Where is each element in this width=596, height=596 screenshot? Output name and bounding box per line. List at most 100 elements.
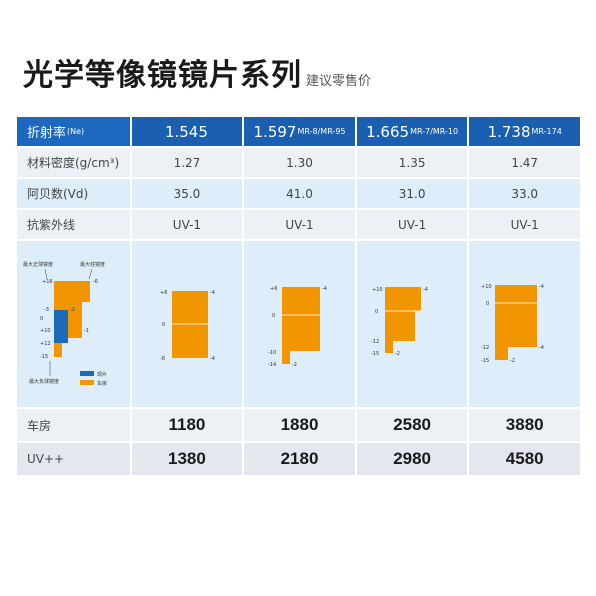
tick-top-right: -4 (539, 284, 544, 290)
tick: -1 (84, 328, 89, 334)
uv-row: 抗紫外线 UV-1 UV-1 UV-1 UV-1 (17, 210, 580, 239)
tick-bottom: -15 (371, 351, 379, 357)
cell: 31.0 (356, 179, 468, 208)
pointer-line (88, 268, 93, 280)
legend-panel: 最大正球镜度 最大柱镜度 +16 -6 -3 -2 +10 -1 +12 -15… (17, 241, 130, 407)
tick-top-right: -4 (210, 290, 215, 296)
legend-label-rx: 车房 (97, 380, 107, 387)
tick-low: -12 (371, 339, 379, 345)
header-sub: MR-7/MR-10 (410, 127, 459, 136)
range-chart-row: 最大正球镜度 最大柱镜度 +16 -6 -3 -2 +10 -1 +12 -15… (17, 241, 580, 407)
tick-top-right: -4 (423, 287, 428, 293)
spec-table: 折射率 (Ne) 1.545 1.597 MR-8/MR-95 1.665 MR-7/… (17, 117, 580, 477)
legend-swatch-rx (80, 380, 94, 385)
tick-low-right: -4 (539, 345, 544, 351)
tick-bottom: -8 (160, 356, 165, 362)
header-col-3: 1.665 MR-7/MR-10 (356, 117, 468, 146)
header-col-2: 1.597 MR-8/MR-95 (244, 117, 355, 146)
range-bar-lower (282, 351, 291, 364)
cell: UV-1 (244, 210, 355, 239)
tick-zero: 0 (375, 309, 378, 315)
price-cell: 1880 (244, 409, 355, 441)
legend-swatch-stock (80, 371, 94, 376)
row-label: 车房 (17, 409, 130, 441)
pointer-line (44, 268, 48, 280)
cell: UV-1 (131, 210, 243, 239)
header-label: 折射率 (Ne) (17, 117, 130, 146)
legend-diagram: 最大正球镜度 最大柱镜度 +16 -6 -3 -2 +10 -1 +12 -15… (23, 261, 107, 387)
price-row-uv: UV++ 1380 2180 2980 4580 (17, 443, 580, 475)
tick-bottom-right: -2 (292, 362, 297, 368)
tick-zero: 0 (272, 313, 275, 319)
page-title: 光学等像镜镜片系列 (23, 58, 302, 93)
tick-zero: 0 (162, 322, 165, 328)
cell: UV-1 (356, 210, 468, 239)
tick-bottom-right: -4 (210, 356, 215, 362)
cell: 1.35 (356, 148, 468, 177)
range-chart-svg: +6 -4 0 -8 -4 (160, 290, 215, 362)
header-col-1: 1.545 (131, 117, 243, 146)
tick-top: +10 (372, 287, 383, 293)
header-value: 1.665 (366, 122, 410, 141)
price-cell: 2180 (244, 443, 355, 475)
tick: -2 (70, 307, 75, 313)
tick-top: +10 (481, 284, 492, 290)
range-chart-3: +10 -4 0 -12 -15 -2 (356, 241, 468, 407)
density-row: 材料密度(g/cm³) 1.27 1.30 1.35 1.47 (17, 148, 580, 177)
range-chart-1: +6 -4 0 -8 -4 (131, 241, 243, 407)
cell: 1.47 (469, 148, 580, 177)
max-neg-label: 最大负球镜度 (29, 378, 59, 385)
range-bar-upper (495, 285, 538, 347)
range-bar-upper (384, 287, 421, 311)
tick-top: +6 (160, 290, 167, 296)
range-bar-lower (384, 341, 393, 353)
cell: UV-1 (469, 210, 580, 239)
row-label: UV++ (17, 443, 130, 475)
tick-top: +6 (270, 286, 277, 292)
cell: 41.0 (244, 179, 355, 208)
row-label: 材料密度(g/cm³) (17, 148, 130, 177)
tick-low: -10 (268, 350, 276, 356)
range-chart-4: +10 -4 0 -12 -4 -15 -2 (469, 241, 580, 407)
max-pos-label: 最大正球镜度 (23, 261, 53, 268)
price-cell: 2580 (356, 409, 468, 441)
range-chart-svg: +10 -4 0 -12 -15 -2 (371, 287, 428, 357)
legend-label-stock: 现片 (97, 371, 107, 378)
tick: -6 (93, 279, 98, 285)
cell: 35.0 (131, 179, 243, 208)
range-chart-svg: +10 -4 0 -12 -4 -15 -2 (481, 284, 544, 364)
header-row: 折射率 (Ne) 1.545 1.597 MR-8/MR-95 1.665 MR-7/… (17, 117, 580, 146)
tick-bottom-right: -2 (510, 358, 515, 364)
header-value: 1.597 (253, 122, 297, 141)
tick-top-right: -4 (322, 286, 327, 292)
price-row-rx: 车房 1180 1880 2580 3880 (17, 409, 580, 441)
title-row: 光学等像镜镜片系列 建议零售价 (23, 50, 371, 94)
tick-low: -12 (481, 345, 489, 351)
range-chart-svg: +6 -4 0 -10 -14 -2 (268, 286, 327, 368)
page-subtitle: 建议零售价 (306, 74, 372, 89)
range-chart-2: +6 -4 0 -10 -14 -2 (244, 241, 355, 407)
header-sub: MR-174 (531, 127, 562, 136)
price-cell: 1380 (131, 443, 243, 475)
row-label: 抗紫外线 (17, 210, 130, 239)
range-bar (171, 291, 208, 358)
header-value: 1.738 (487, 122, 531, 141)
tick-bottom: -14 (268, 362, 276, 368)
tick: -15 (40, 354, 48, 360)
orange-block-top (54, 281, 90, 302)
range-bar-upper (282, 287, 321, 351)
tick: +12 (40, 341, 51, 347)
max-cyl-label: 最大柱镜度 (80, 261, 105, 268)
cell: 33.0 (469, 179, 580, 208)
row-label: 阿贝数(Vd) (17, 179, 130, 208)
price-cell: 3880 (469, 409, 580, 441)
cell: 1.30 (244, 148, 355, 177)
orange-block-bottom (54, 343, 62, 357)
range-bar-mid (384, 311, 415, 341)
price-cell: 4580 (469, 443, 580, 475)
tick: +16 (42, 279, 53, 285)
price-cell: 2980 (356, 443, 468, 475)
tick-bottom-right: -2 (395, 351, 400, 357)
tick: +10 (40, 328, 51, 334)
header-col-4: 1.738 MR-174 (469, 117, 580, 146)
